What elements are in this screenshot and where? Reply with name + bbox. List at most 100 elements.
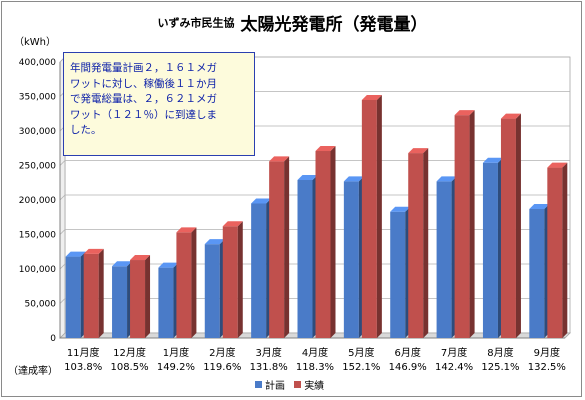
bar-plan xyxy=(251,198,272,338)
y-tick-label: 200,000 xyxy=(19,196,56,206)
bar-top xyxy=(482,157,503,163)
bar-front xyxy=(361,99,377,338)
legend-label-actual: 実績 xyxy=(304,381,325,392)
legend-swatch-plan xyxy=(255,381,262,388)
chart-title: いずみ市民生協 太陽光発電所（発電量） xyxy=(0,10,585,35)
bar-actual xyxy=(547,162,568,338)
bar-actual xyxy=(315,146,336,338)
bar-side xyxy=(423,148,429,338)
bar-top xyxy=(315,146,336,152)
bar-front xyxy=(112,266,128,338)
x-tick-label: 4月度 xyxy=(302,346,328,359)
bar-top xyxy=(158,262,179,268)
legend-swatch-actual xyxy=(294,381,302,388)
bar-top xyxy=(297,174,318,180)
legend-item-plan: 計画 xyxy=(255,377,285,392)
bar-actual xyxy=(83,248,104,338)
bar-front xyxy=(436,181,452,338)
bar-actual xyxy=(176,227,197,338)
bar-plan xyxy=(112,261,133,338)
bar-actual xyxy=(454,110,475,338)
legend-label-plan: 計画 xyxy=(265,381,285,392)
y-tick-label: 300,000 xyxy=(19,127,56,137)
legend-item-actual: 実績 xyxy=(294,377,324,392)
bar-front xyxy=(390,211,406,338)
bar-top xyxy=(204,239,225,245)
rate-label: 103.8% xyxy=(64,362,102,373)
bar-side xyxy=(330,146,336,338)
bar-actual xyxy=(130,255,151,338)
bar-top xyxy=(454,110,475,116)
bar-front xyxy=(547,167,563,338)
legend: 計画 実績 xyxy=(255,377,330,392)
bar-top xyxy=(112,261,133,267)
bar-front xyxy=(222,226,238,338)
y-tick-label: 150,000 xyxy=(19,231,56,241)
bar-front xyxy=(269,161,285,338)
chart-title-main: 太陽光発電所（発電量） xyxy=(240,15,428,35)
x-tick-label: 12月度 xyxy=(113,346,146,359)
rate-label: 125.1% xyxy=(481,362,519,373)
bar-plan xyxy=(343,176,364,338)
bar-front xyxy=(500,118,516,338)
bar-side xyxy=(284,156,290,338)
bar-plan xyxy=(436,176,457,338)
bar-plan xyxy=(65,251,86,338)
bar-top xyxy=(343,176,364,182)
bar-front xyxy=(529,208,545,338)
gridline xyxy=(59,194,570,201)
bars xyxy=(65,94,568,338)
bar-top xyxy=(390,206,411,212)
bar-side xyxy=(376,94,382,338)
bar-plan xyxy=(482,157,503,338)
x-tick-label: 3月度 xyxy=(255,346,281,359)
x-tick-label: 6月度 xyxy=(395,346,421,359)
bar-plan xyxy=(297,174,318,338)
bar-front xyxy=(251,203,267,338)
rate-label: 119.6% xyxy=(203,362,241,373)
y-tick-label: 250,000 xyxy=(19,162,56,172)
bar-top xyxy=(436,176,457,182)
bar-top xyxy=(500,113,521,119)
y-tick-label: 350,000 xyxy=(19,93,56,103)
x-tick-label: 1月度 xyxy=(163,346,189,359)
bar-side xyxy=(469,110,475,338)
rate-label: 108.5% xyxy=(110,362,148,373)
x-tick-label: 2月度 xyxy=(209,346,235,359)
bar-front xyxy=(130,260,146,338)
bar-actual xyxy=(269,156,290,338)
bar-actual xyxy=(222,221,243,338)
annotation-line: 年間発電量計画２，１６１メガ xyxy=(70,62,217,74)
bar-front xyxy=(343,181,359,338)
bar-front xyxy=(482,162,498,338)
achievement-rate-label: （達成率） xyxy=(8,366,58,377)
bar-front xyxy=(454,115,470,338)
bar-top xyxy=(222,221,243,227)
y-tick-label: 0 xyxy=(50,334,56,344)
bar-front xyxy=(315,151,331,338)
bar-top xyxy=(269,156,290,162)
bar-top xyxy=(547,162,568,168)
bar-side xyxy=(98,248,104,338)
x-tick-label: 8月度 xyxy=(487,346,513,359)
rate-label: 118.3% xyxy=(296,362,334,373)
x-tick-label: 5月度 xyxy=(348,346,374,359)
bar-plan xyxy=(390,206,411,338)
gridline xyxy=(59,160,570,166)
annotation-box: 年間発電量計画２，１６１メガ ワットに対し、稼働後１１か月 で発電総量は、２，６… xyxy=(63,52,255,156)
tick-labels: 0 50,000 100,000 150,000 200,000 250,000 300,0… xyxy=(19,58,566,373)
bar-top xyxy=(251,198,272,204)
rate-label: 146.9% xyxy=(389,362,427,373)
bar-top xyxy=(361,94,382,100)
bar-side xyxy=(515,113,521,338)
bar-actual xyxy=(408,148,429,338)
annotation-line: ワット（１２１％）に到達しま xyxy=(70,108,217,121)
chart-title-org: いずみ市民生協 xyxy=(157,16,235,30)
bar-front xyxy=(158,267,174,338)
bar-actual xyxy=(361,94,382,338)
rate-label: 149.2% xyxy=(157,362,195,373)
rate-label: 131.8% xyxy=(250,362,288,373)
bar-top xyxy=(408,148,429,154)
bar-front xyxy=(204,244,220,338)
